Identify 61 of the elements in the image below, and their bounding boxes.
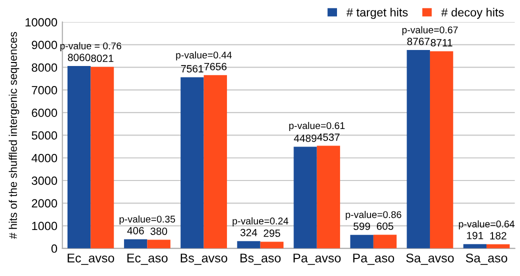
x-tick-label: Ec_aso	[127, 254, 168, 265]
x-tick-label: Pa_avso	[294, 254, 341, 265]
data-label: 324	[240, 228, 258, 236]
bar	[180, 77, 204, 248]
data-label: 380	[150, 228, 168, 235]
annotation: p-value=0.35	[120, 215, 176, 224]
y-tick-label: 5000	[32, 131, 58, 140]
annotation: p-value=0.44	[176, 51, 232, 60]
data-label: 182	[490, 232, 506, 240]
data-label: 599	[354, 222, 370, 230]
x-tick-label: Sa_avso	[406, 254, 454, 265]
x-tick-label: Bs_avso	[180, 254, 228, 265]
bar	[237, 241, 260, 248]
bar	[406, 50, 430, 248]
legend-label: # decoy hits	[441, 8, 504, 19]
bar	[67, 66, 91, 248]
y-tick-label: 3000	[32, 176, 58, 185]
data-label: 7561	[181, 65, 204, 72]
y-tick-label: 10000	[26, 18, 58, 26]
bar	[463, 244, 487, 248]
data-label: 191	[467, 232, 484, 240]
x-tick-label: Sa_aso	[466, 254, 508, 265]
bar	[350, 234, 374, 248]
bar	[90, 66, 114, 248]
data-label: 295	[264, 230, 280, 237]
annotation: p-value=0.86	[346, 210, 402, 220]
bar	[124, 239, 148, 248]
y-tick-label: 0	[51, 244, 58, 253]
data-label: 8021	[91, 54, 114, 62]
data-label: 4537	[317, 134, 340, 141]
x-tick-label: Bs_aso	[240, 254, 281, 265]
annotation: p-value=0.61	[289, 122, 345, 132]
y-tick-label: 6000	[32, 108, 58, 117]
data-label: 605	[376, 222, 394, 230]
x-tick-label: Ec_avso	[68, 254, 114, 265]
bar	[373, 234, 397, 248]
annotation: p-value = 0.76	[60, 42, 122, 52]
bar	[260, 242, 284, 248]
legend-label: # target hits	[346, 8, 408, 19]
bar	[147, 240, 170, 248]
bar	[294, 146, 317, 248]
data-label: 7656	[204, 62, 226, 70]
data-label: 406	[127, 227, 144, 234]
bar	[204, 75, 227, 248]
y-tick-label: 7000	[32, 86, 58, 94]
data-label: 8767	[407, 38, 430, 46]
x-tick-label: Pa_aso	[353, 254, 394, 265]
y-tick-label: 4000	[32, 154, 58, 162]
bar	[430, 51, 454, 248]
y-axis-title: # hits of the shuffled intergenic sequences	[8, 32, 20, 239]
data-label: 8060	[68, 54, 90, 62]
y-tick-label: 2000	[32, 199, 58, 208]
annotation: p-value=0.64	[458, 220, 514, 230]
y-tick-label: 9000	[32, 40, 58, 50]
data-label: 4489	[294, 134, 316, 142]
annotation: p-value=0.24	[232, 217, 288, 226]
data-label: 8711	[430, 39, 452, 46]
bar	[316, 146, 340, 248]
y-tick-label: 1000	[32, 222, 58, 230]
y-tick-label: 8000	[32, 63, 58, 72]
annotation: p-value=0.67	[402, 26, 458, 36]
